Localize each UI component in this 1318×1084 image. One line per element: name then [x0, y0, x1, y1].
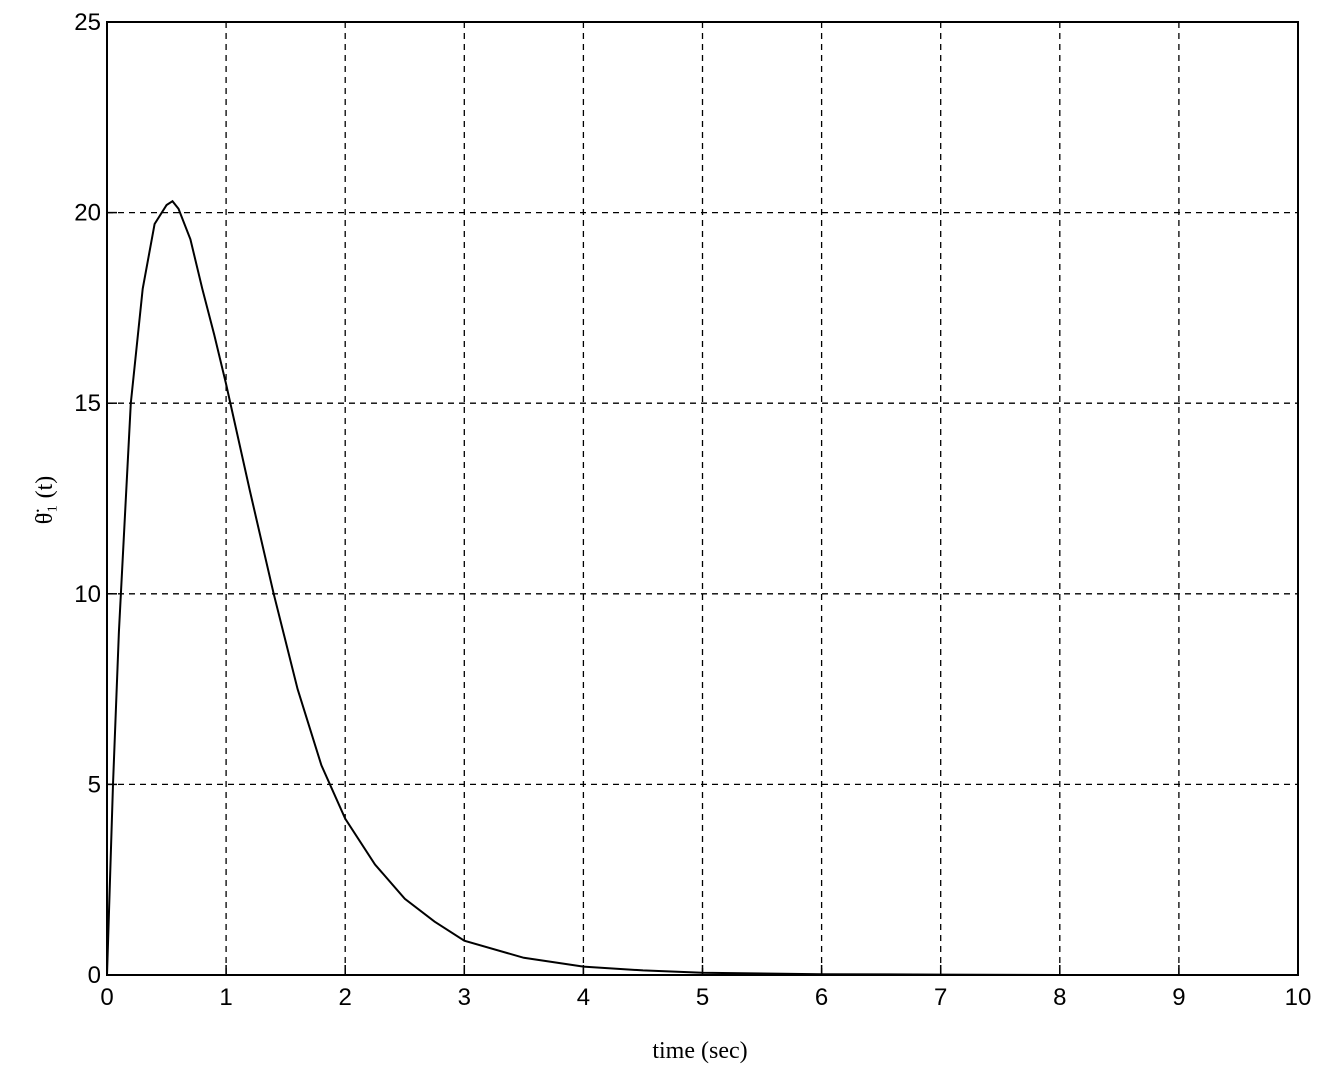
x-tick-label: 0 [100, 984, 113, 1011]
y-tick-label: 25 [74, 9, 101, 36]
x-tick-label: 4 [577, 984, 590, 1011]
x-tick-label: 5 [696, 984, 709, 1011]
x-tick-label: 8 [1053, 984, 1066, 1011]
x-tick-label: 9 [1172, 984, 1185, 1011]
y-tick-label: 0 [88, 962, 101, 989]
x-axis-label: time (sec) [652, 1038, 747, 1064]
plot-frame [106, 21, 1299, 976]
y-axis-label: θ̈₁ (t) [32, 476, 58, 525]
y-tick-label: 15 [74, 390, 101, 417]
x-tick-label: 3 [458, 984, 471, 1011]
data-line [106, 199, 1298, 976]
y-tick-label: 5 [88, 771, 101, 798]
x-tick-label: 10 [1285, 984, 1312, 1011]
x-tick-label: 7 [934, 984, 947, 1011]
x-tick-label: 1 [219, 984, 232, 1011]
y-tick-label: 20 [74, 200, 101, 227]
x-tick-label: 6 [815, 984, 828, 1011]
y-tick-label: 10 [74, 581, 101, 608]
x-tick-label: 2 [339, 984, 352, 1011]
